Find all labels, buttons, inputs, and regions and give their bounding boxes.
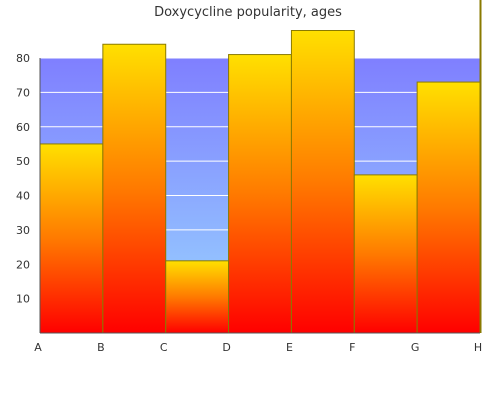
x-tick-label: F	[349, 341, 355, 354]
y-tick-label: 20	[16, 258, 30, 271]
y-tick-label: 60	[16, 121, 30, 134]
x-tick-label: C	[160, 341, 168, 354]
area-step-C	[165, 260, 230, 333]
chart-title: Doxycycline popularity, ages	[154, 5, 342, 20]
x-tick-label: A	[34, 341, 42, 354]
y-tick-label: 50	[16, 155, 30, 168]
area-step-G	[416, 81, 481, 333]
y-tick-label: 30	[16, 224, 30, 237]
area-step-E	[290, 30, 355, 333]
y-tick-label: 70	[16, 86, 30, 99]
area-step-H	[479, 0, 482, 333]
x-tick-label: H	[474, 341, 482, 354]
y-tick-labels: 10 20 30 40 50 60 70 80	[16, 52, 30, 306]
x-tick-label: B	[97, 341, 105, 354]
area-step-F	[353, 174, 418, 333]
area-step-B	[102, 43, 167, 333]
x-tick-label: E	[286, 341, 293, 354]
x-tick-labels: A B C D E F G H	[34, 341, 482, 354]
x-tick-label: G	[411, 341, 420, 354]
area-step-D	[228, 54, 292, 333]
data-area	[39, 0, 482, 333]
y-tick-label: 40	[16, 190, 30, 203]
x-tick-label: D	[222, 341, 230, 354]
axes	[39, 58, 480, 334]
y-tick-label: 10	[16, 293, 30, 306]
y-tick-label: 80	[16, 52, 30, 65]
area-step-A	[39, 143, 104, 333]
